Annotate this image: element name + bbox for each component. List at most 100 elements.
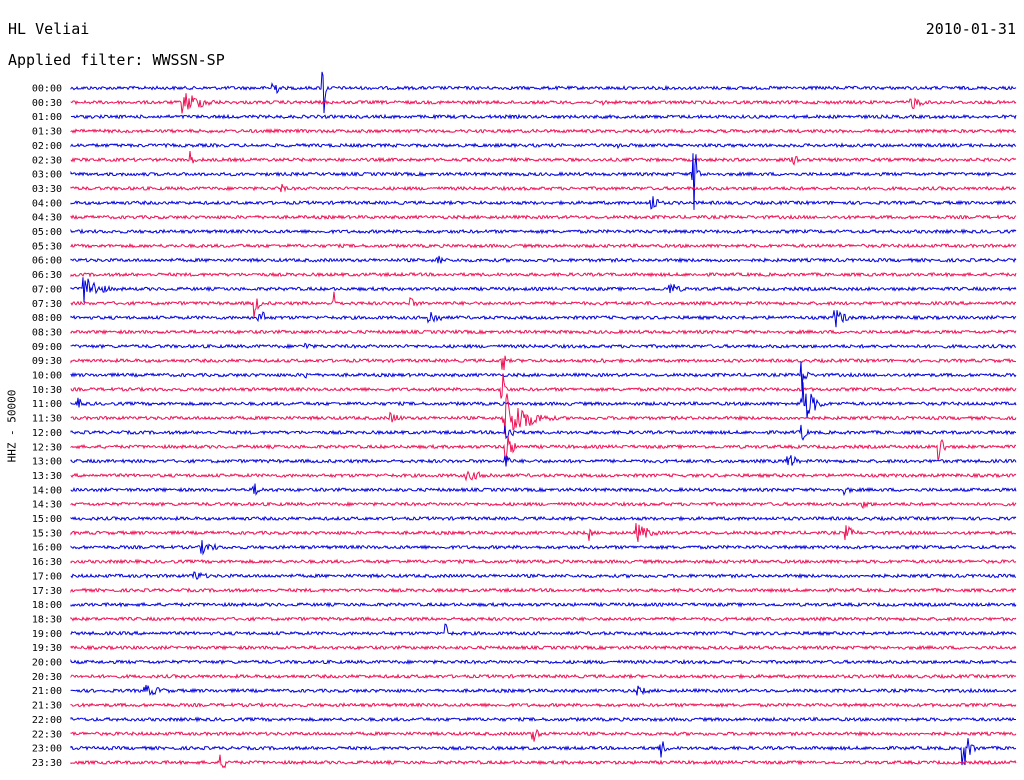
trace-line xyxy=(70,214,1017,221)
trace-line xyxy=(70,470,1017,482)
time-tick-label: 16:30 xyxy=(32,557,62,568)
trace-line xyxy=(70,361,1017,392)
time-tick-label: 08:30 xyxy=(32,327,62,338)
trace-line xyxy=(70,153,1017,210)
time-tick-label: 01:30 xyxy=(32,127,62,138)
trace-line xyxy=(70,277,1017,303)
time-tick-label: 07:00 xyxy=(32,284,62,295)
trace-line xyxy=(70,373,1017,399)
time-tick-label: 13:30 xyxy=(32,471,62,482)
time-tick-label: 15:30 xyxy=(32,528,62,539)
time-tick-label: 16:00 xyxy=(32,543,62,554)
time-tick-label: 04:30 xyxy=(32,213,62,224)
trace-line xyxy=(70,355,1017,371)
time-tick-label: 02:30 xyxy=(32,155,62,166)
trace-line xyxy=(70,455,1017,467)
time-tick-label: 18:00 xyxy=(32,600,62,611)
time-tick-label: 18:30 xyxy=(32,614,62,625)
trace-line xyxy=(70,424,1017,441)
time-tick-label: 06:00 xyxy=(32,256,62,267)
time-tick-label: 06:30 xyxy=(32,270,62,281)
station-title: HL Veliai xyxy=(8,20,90,38)
date-label: 2010-01-31 xyxy=(925,20,1016,38)
time-tick-label: 17:00 xyxy=(32,571,62,582)
trace-line xyxy=(70,113,1017,120)
trace-line xyxy=(70,483,1017,497)
trace-line xyxy=(70,515,1017,522)
trace-line xyxy=(70,242,1017,249)
time-tick-label: 14:30 xyxy=(32,500,62,511)
trace-line xyxy=(70,228,1017,235)
time-tick-label: 02:00 xyxy=(32,141,62,152)
time-tick-label: 15:00 xyxy=(32,514,62,525)
time-tick-label: 23:30 xyxy=(32,758,62,769)
trace-line xyxy=(70,196,1017,210)
trace-line xyxy=(70,328,1017,335)
time-tick-label: 12:30 xyxy=(32,442,62,453)
time-tick-label: 21:30 xyxy=(32,701,62,712)
trace-line xyxy=(70,673,1017,680)
time-tick-label: 11:00 xyxy=(32,399,62,410)
trace-line xyxy=(70,701,1017,709)
trace-line xyxy=(70,183,1017,193)
time-tick-label: 10:30 xyxy=(32,385,62,396)
time-tick-label: 00:30 xyxy=(32,98,62,109)
trace-line xyxy=(70,255,1017,264)
trace-line xyxy=(70,728,1017,742)
trace-line xyxy=(70,540,1017,556)
trace-line xyxy=(70,310,1017,328)
time-tick-label: 00:00 xyxy=(32,84,62,95)
trace-line xyxy=(70,716,1016,723)
time-tick-label: 09:00 xyxy=(32,342,62,353)
trace-line xyxy=(70,271,1017,278)
trace-line xyxy=(70,128,1017,135)
time-tick-label: 21:00 xyxy=(32,686,62,697)
time-tick-label: 01:00 xyxy=(32,112,62,123)
time-tick-label: 22:00 xyxy=(32,715,62,726)
trace-line xyxy=(70,500,1017,510)
time-tick-label: 07:30 xyxy=(32,299,62,310)
trace-line xyxy=(70,571,1017,581)
filter-label: Applied filter: WWSSN-SP xyxy=(8,51,225,69)
time-tick-label: 03:30 xyxy=(32,184,62,195)
time-tick-label: 08:00 xyxy=(32,313,62,324)
time-tick-label: 10:00 xyxy=(32,371,62,382)
trace-line xyxy=(70,435,1017,461)
trace-line xyxy=(70,342,1017,350)
trace-line xyxy=(70,93,1017,114)
trace-line xyxy=(70,587,1017,594)
trace-line xyxy=(70,738,1017,766)
time-tick-label: 23:00 xyxy=(32,744,62,755)
time-tick-label: 05:30 xyxy=(32,241,62,252)
trace-line xyxy=(70,150,1017,166)
time-tick-label: 14:00 xyxy=(32,485,62,496)
time-tick-label: 05:00 xyxy=(32,227,62,238)
time-tick-label: 17:30 xyxy=(32,586,62,597)
trace-line xyxy=(70,71,1017,114)
time-tick-label: 03:00 xyxy=(32,170,62,181)
time-tick-label: 13:00 xyxy=(32,457,62,468)
trace-line xyxy=(70,393,1017,435)
time-tick-label: 11:30 xyxy=(32,414,62,425)
trace-line xyxy=(70,601,1017,608)
trace-line xyxy=(70,623,1017,637)
time-tick-label: 22:30 xyxy=(32,729,62,740)
trace-line xyxy=(70,754,1017,769)
trace-line xyxy=(70,142,1017,150)
time-tick-label: 19:00 xyxy=(32,629,62,640)
time-tick-label: 09:30 xyxy=(32,356,62,367)
trace-line xyxy=(70,616,1017,623)
trace-line xyxy=(70,523,1017,542)
time-tick-label: 12:00 xyxy=(32,428,62,439)
time-tick-label: 04:00 xyxy=(32,198,62,209)
trace-line xyxy=(70,644,1017,651)
trace-line xyxy=(70,658,1017,666)
trace-line xyxy=(70,684,1017,696)
time-tick-label: 20:00 xyxy=(32,658,62,669)
trace-line xyxy=(70,382,1017,419)
trace-line xyxy=(70,291,1017,319)
trace-line xyxy=(70,558,1017,565)
time-tick-label: 20:30 xyxy=(32,672,62,683)
